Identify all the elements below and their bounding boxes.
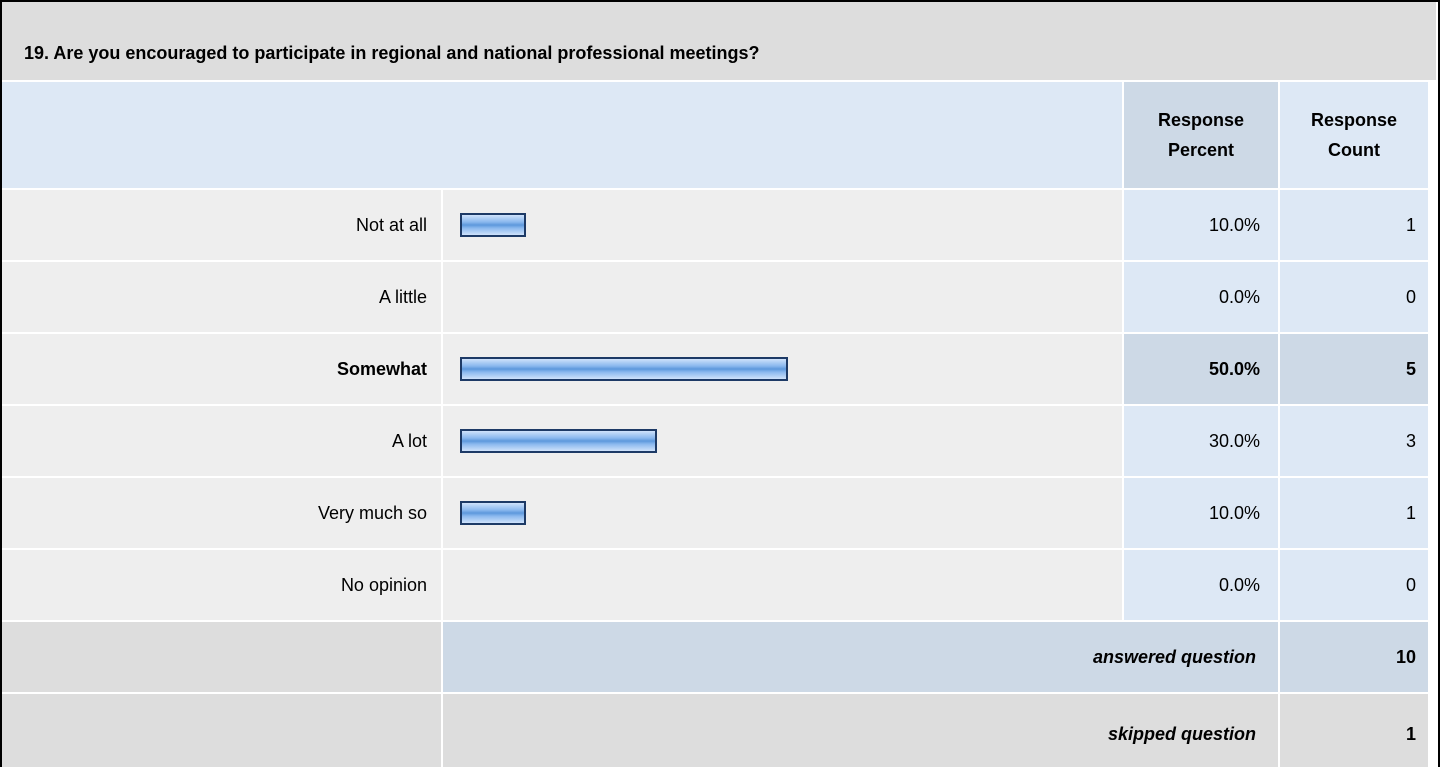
bar-cell [443,262,1122,332]
bar [460,213,526,237]
count: 1 [1280,190,1428,260]
header-blank [2,82,1122,188]
row-label: Very much so [2,478,441,548]
row-label: A lot [2,406,441,476]
row-label: Not at all [2,190,441,260]
row-label: No opinion [2,550,441,620]
count: 1 [1280,478,1428,548]
count: 3 [1280,406,1428,476]
percent: 50.0% [1124,334,1278,404]
count: 5 [1280,334,1428,404]
percent: 0.0% [1124,262,1278,332]
bar-cell [443,190,1122,260]
percent: 30.0% [1124,406,1278,476]
bar-cell [443,478,1122,548]
percent: 10.0% [1124,478,1278,548]
count: 0 [1280,262,1428,332]
answered-blank [2,622,441,692]
bar-cell [443,550,1122,620]
header-count: Response Count [1280,82,1428,188]
count: 0 [1280,550,1428,620]
bar [460,357,788,381]
percent: 10.0% [1124,190,1278,260]
bar [460,429,657,453]
row-label: A little [2,262,441,332]
answered-count: 10 [1280,622,1428,692]
percent: 0.0% [1124,550,1278,620]
title: 19. Are you encouraged to participate in… [2,2,1436,80]
skipped-count: 1 [1280,694,1428,767]
answered-label: answered question [443,622,1278,692]
skipped-blank [2,694,441,767]
row-label: Somewhat [2,334,441,404]
header-percent: Response Percent [1124,82,1278,188]
skipped-label: skipped question [443,694,1278,767]
bar [460,501,526,525]
